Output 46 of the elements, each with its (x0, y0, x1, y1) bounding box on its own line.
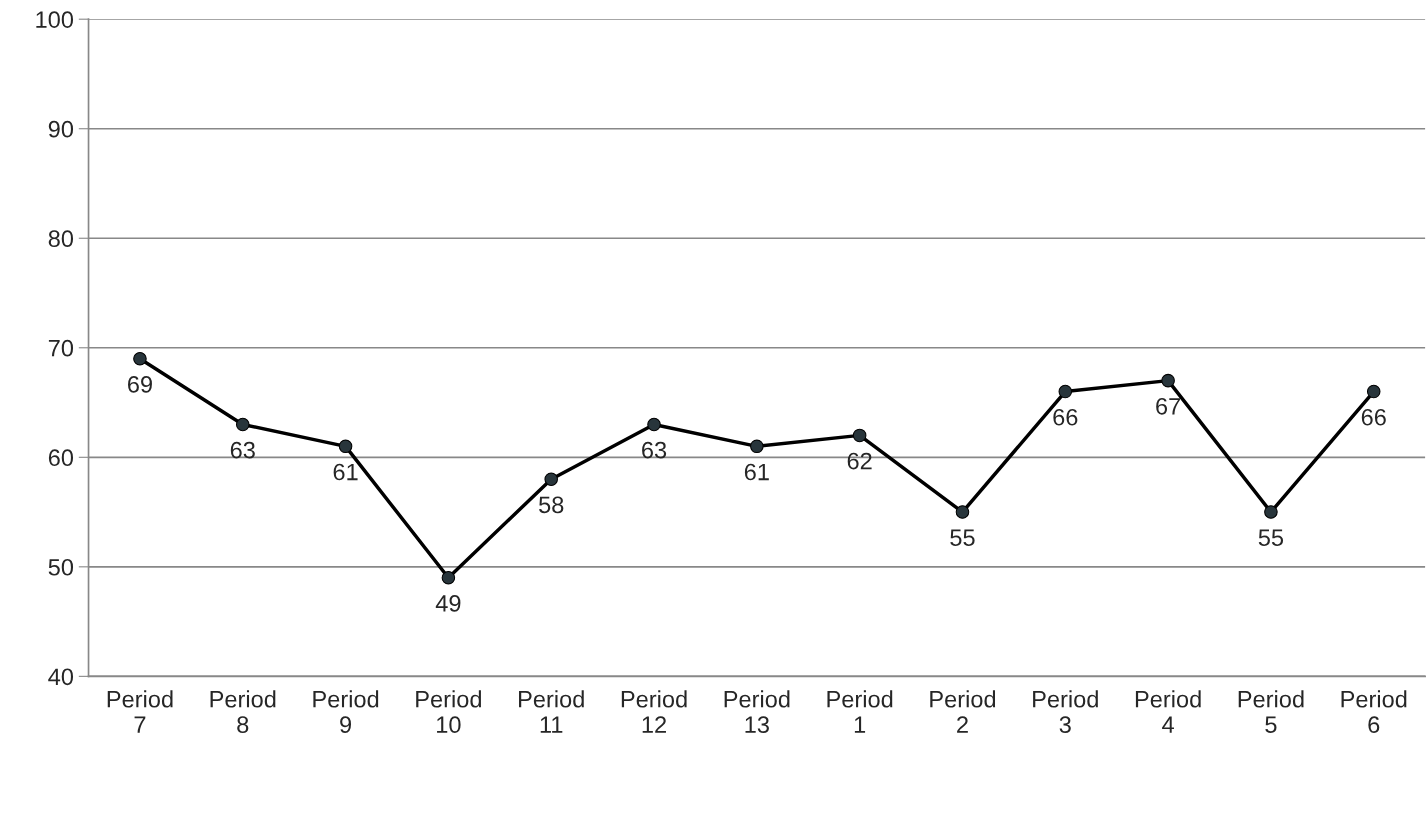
data-label: 62 (847, 452, 872, 470)
x-tick-label: Period 9 (313, 690, 379, 734)
point (133, 351, 147, 366)
y-tick-label: 80 (48, 230, 74, 248)
x-tick-label: Period 6 (1341, 690, 1407, 734)
data-label: 63 (230, 441, 255, 459)
data-label: 69 (128, 376, 152, 393)
y-tick-label: 100 (36, 11, 74, 28)
x-tick-label: Period 3 (1033, 690, 1098, 734)
data-label: 55 (1258, 529, 1284, 547)
point (338, 439, 353, 454)
point (1264, 505, 1278, 519)
x-tick-label: Period 1 (827, 690, 893, 733)
data-label: 61 (744, 463, 769, 481)
y-tick-label: 90 (48, 120, 74, 138)
x-tick-label: Period 5 (1238, 690, 1304, 734)
x-tick-label: Period 12 (621, 690, 687, 733)
x-tick-label: Period 13 (724, 690, 790, 734)
point (1366, 384, 1381, 399)
point (955, 505, 970, 519)
x-tick-label: Period 11 (519, 690, 584, 733)
data-label: 66 (1361, 408, 1386, 426)
x-tick-label: Period 7 (107, 690, 173, 733)
data-label: 61 (333, 463, 358, 481)
x-tick-label: Period 2 (930, 690, 996, 733)
y-tick-label: 40 (48, 668, 74, 686)
x-tick-label: Period 8 (210, 690, 276, 734)
data-label: 66 (1053, 408, 1078, 426)
data-label: 67 (1156, 397, 1181, 415)
point (750, 439, 764, 454)
x-tick-label: Period 10 (416, 690, 481, 734)
point (647, 417, 661, 432)
data-label: 58 (539, 496, 564, 514)
data-label: 63 (642, 441, 667, 459)
y-tick-label: 60 (48, 449, 74, 467)
point (235, 417, 250, 432)
data-label: 55 (950, 529, 975, 547)
point (852, 428, 867, 443)
x-tick-label: Period 4 (1135, 690, 1201, 733)
y-tick-label: 70 (48, 339, 74, 357)
point (441, 571, 456, 585)
point (1161, 373, 1175, 388)
point (544, 472, 558, 486)
data-label: 49 (435, 595, 461, 612)
point (1058, 384, 1073, 399)
y-tick-label: 50 (48, 558, 74, 576)
